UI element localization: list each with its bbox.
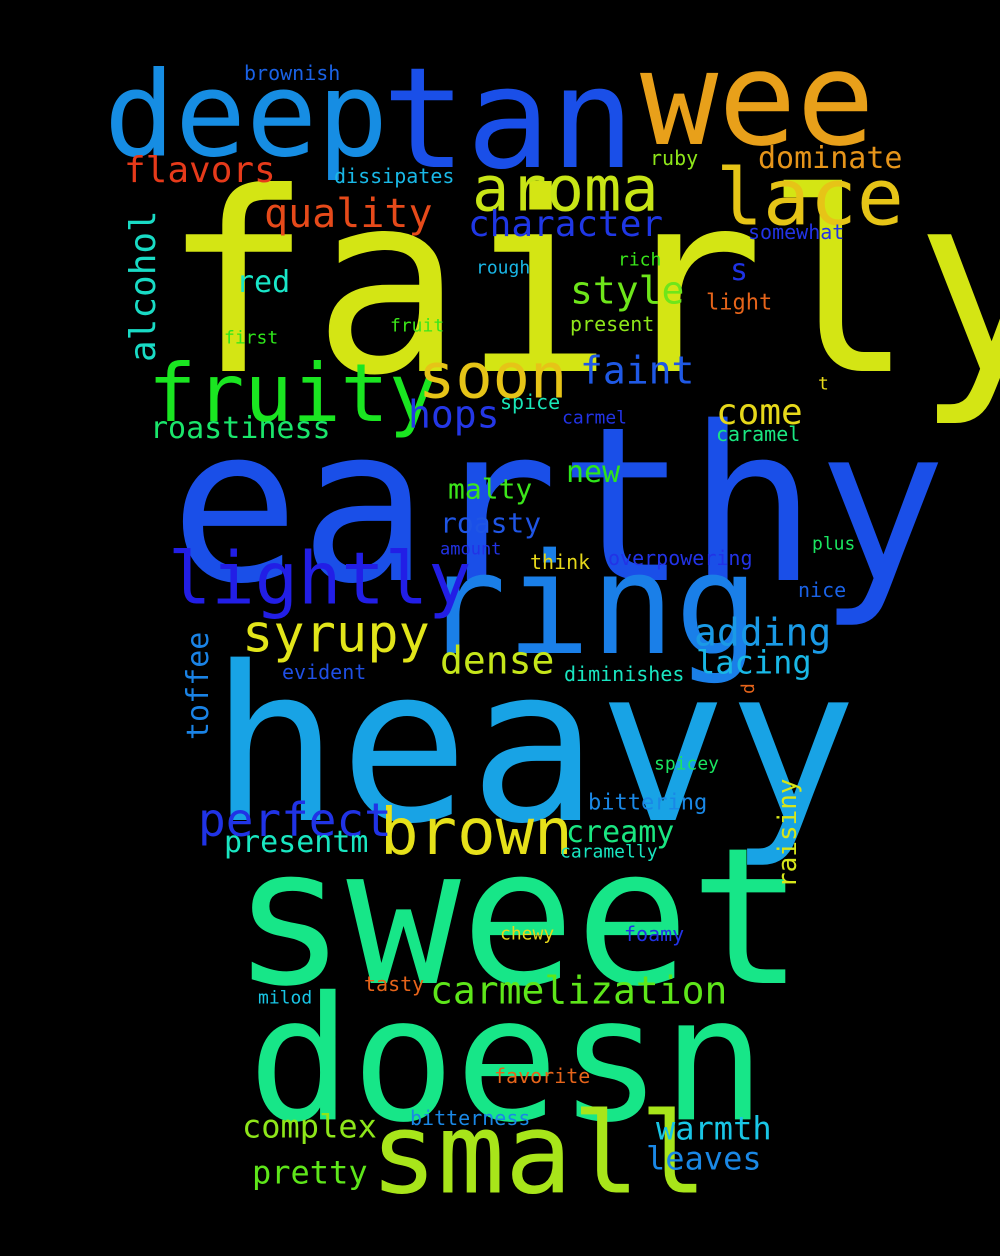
word-leaves: leaves [646, 1139, 762, 1178]
word-come: come [716, 392, 803, 434]
word-perfect: perfect [198, 793, 392, 848]
word-somewhat: somewhat [748, 220, 845, 244]
word-malty: malty [448, 472, 533, 506]
word-dense: dense [440, 638, 555, 683]
word-flavors: flavors [124, 150, 276, 192]
word-character: character [468, 204, 664, 246]
word-overpowering: overpowering [608, 546, 753, 570]
word-fairly: fairly [162, 139, 1000, 430]
word-evident: evident [282, 660, 367, 684]
word-favorite: favorite [494, 1064, 591, 1088]
word-brown: brown [380, 795, 573, 870]
word-bitterness: bitterness [410, 1106, 531, 1130]
word-diminishes: diminishes [564, 662, 685, 686]
word-ruby: ruby [650, 146, 699, 170]
word-raisiny: raisiny [773, 778, 803, 888]
word-bittering: bittering [588, 790, 708, 816]
word-fruity: fruity [148, 347, 437, 440]
word-spicey: spicey [654, 753, 720, 775]
word-carmelization: carmelization [430, 968, 728, 1013]
word-present: present [570, 312, 655, 336]
word-doesn: doesn [248, 959, 766, 1161]
word-nice: nice [798, 578, 847, 602]
word-lightly: lightly [168, 536, 472, 621]
word-brownish: brownish [244, 61, 341, 85]
word-plus: plus [812, 533, 856, 555]
word-tasty: tasty [364, 972, 425, 996]
word-first: first [224, 327, 279, 349]
word-new: new [566, 455, 621, 490]
word-earthy: earthy [170, 380, 947, 631]
word-dominate: dominate [758, 141, 903, 176]
word-hops: hops [408, 392, 500, 437]
word-aroma: aroma [472, 152, 659, 226]
word-sweet: sweet [232, 807, 804, 1028]
word-complex: complex [242, 1107, 377, 1146]
word-alcohol: alcohol [123, 210, 164, 362]
word-s: s [730, 253, 749, 288]
word-fruit: fruit [390, 315, 445, 337]
word-roasty: roasty [440, 506, 542, 540]
word-pretty: pretty [252, 1153, 368, 1192]
word-lace: lace [716, 153, 904, 244]
word-small: small [370, 1089, 708, 1220]
word-style: style [570, 268, 685, 313]
word-roastiness: roastiness [150, 411, 331, 446]
word-adding: adding [694, 610, 832, 655]
word-caramel: caramel [716, 422, 801, 446]
word-rich: rich [618, 249, 662, 271]
word-ring: ring [422, 524, 760, 687]
word-dissipates: dissipates [334, 164, 455, 188]
word-d: d [738, 683, 759, 694]
word-milod: milod [258, 987, 313, 1009]
word-t: t [818, 373, 829, 395]
word-soon: soon [418, 339, 568, 413]
word-tan: tan [382, 38, 635, 201]
word-creamy: creamy [566, 815, 675, 850]
word-rough: rough [476, 257, 531, 279]
word-wee: wee [640, 23, 875, 175]
word-syrupy: syrupy [242, 604, 430, 665]
word-amount: amount [440, 539, 502, 560]
word-red: red [236, 265, 291, 300]
word-warmth: warmth [656, 1109, 772, 1148]
word-caramelly: caramelly [560, 841, 658, 863]
word-quality: quality [264, 191, 433, 237]
word-lacing: lacing [696, 643, 812, 682]
word-toffee: toffee [181, 631, 216, 740]
word-spice: spice [500, 390, 561, 414]
word-deep: deep [104, 45, 389, 184]
word-think: think [530, 550, 591, 574]
word-foamy: foamy [624, 922, 685, 946]
word-light: light [706, 290, 773, 316]
word-carmel: carmel [562, 407, 628, 429]
word-presentm: presentm [224, 825, 369, 860]
word-heavy: heavy [210, 620, 858, 871]
word-chewy: chewy [500, 923, 555, 945]
word-faint: faint [580, 348, 695, 393]
